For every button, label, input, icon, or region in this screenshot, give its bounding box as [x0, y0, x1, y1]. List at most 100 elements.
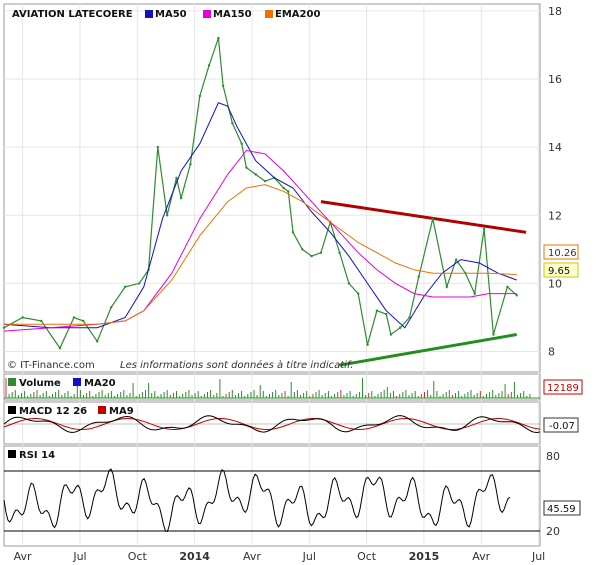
price-point [515, 294, 518, 297]
price-point [398, 326, 402, 329]
disclaimer-text: Les informations sont données à titre in… [120, 359, 353, 371]
x-tick-label: Jul [302, 550, 316, 563]
y-tick-label: 16 [548, 73, 562, 86]
price-point [245, 166, 248, 169]
legend-macd-ma9: MA9 [109, 406, 134, 417]
x-tick-label: Avr [472, 550, 490, 563]
x-tick-label: 2015 [409, 550, 440, 563]
price-point [319, 251, 323, 254]
price-point [189, 162, 192, 166]
legend-swatch-volume [8, 378, 16, 386]
price-point [347, 282, 351, 285]
price-point [231, 122, 234, 125]
x-tick-label: Avr [14, 550, 32, 563]
tick-labels: 18 16 14 12 10 8 Avr Jul Oct 2014 Avr Jul Oct 2015 Avr… [14, 5, 562, 563]
price-panel [3, 3, 541, 373]
price-point [384, 312, 388, 316]
series-line-price [3, 37, 518, 350]
trendlines [320, 200, 527, 367]
price-point [21, 316, 24, 319]
legend-swatch-ma150 [203, 10, 211, 18]
price-point [482, 227, 486, 231]
price-point [431, 217, 434, 220]
price-point [240, 142, 243, 145]
price-point [389, 333, 393, 336]
price-point [417, 275, 421, 278]
macd-value-box [543, 417, 579, 433]
chart-title: AVIATION LATECOERE [12, 9, 133, 20]
legend-ma50: MA50 [155, 9, 187, 20]
rsi-line [3, 468, 511, 532]
last-price-box [543, 262, 579, 278]
price-point [40, 319, 43, 323]
legend: AVIATION LATECOERE MA50 MA150 EMA200 [12, 9, 320, 20]
legend-ma150: MA150 [213, 9, 252, 20]
price-point [454, 258, 458, 261]
price-point [263, 179, 267, 183]
trendline-support [339, 333, 517, 367]
legend-ema200: EMA200 [275, 9, 320, 20]
rsi-tick-80: 80 [546, 450, 560, 463]
price-point [207, 64, 211, 67]
price-point [301, 248, 304, 251]
y-tick-label: 12 [548, 209, 562, 222]
series-line-ma50 [3, 102, 517, 329]
legend-swatch-macd [8, 406, 16, 414]
macd-value: -0.07 [549, 421, 575, 432]
legend-rsi: RSI 14 [19, 450, 55, 461]
macd-line [3, 415, 541, 434]
price-point [282, 186, 285, 190]
volume-value: 12189 [547, 383, 579, 394]
volume-value-box [543, 379, 583, 395]
legend-volume-ma20: MA20 [84, 378, 116, 389]
x-tick-label: Jul [72, 550, 86, 563]
price-point [156, 145, 160, 149]
price-point [110, 306, 113, 309]
price-point [175, 176, 178, 179]
price-point [2, 326, 6, 329]
ema200-value-box [543, 244, 579, 260]
indicator-panels [3, 378, 541, 532]
price-point [473, 292, 476, 295]
price-point [58, 346, 62, 350]
price-point [72, 316, 76, 319]
price-point [310, 254, 313, 258]
x-tick-label: 2014 [179, 550, 210, 563]
rsi-value: 45.59 [547, 504, 576, 515]
y-tick-label: 10 [548, 277, 562, 290]
price-point [198, 94, 201, 98]
price-point [217, 36, 220, 40]
price-point [137, 282, 141, 285]
price-point [366, 343, 369, 346]
legend-volume: Volume [19, 378, 61, 389]
last-price-value: 9.65 [548, 266, 570, 277]
price-point [291, 231, 295, 234]
x-tick-label: Oct [128, 550, 148, 563]
price-point [445, 285, 448, 289]
price-point [254, 173, 257, 176]
legend-swatch-rsi [8, 450, 16, 458]
legend-swatch-ma50 [145, 10, 153, 18]
price-point [221, 84, 225, 87]
volume-panel [3, 373, 541, 401]
legend-macd: MACD 12 26 [19, 406, 87, 417]
series-line-ema200 [4, 184, 517, 325]
credit-text: © IT-Finance.com [7, 360, 95, 371]
price-point [165, 214, 169, 217]
y-tick-label: 14 [548, 141, 562, 154]
price-point [357, 292, 360, 295]
trendline-resistance [320, 200, 527, 234]
price-point [123, 285, 127, 289]
price-point [287, 190, 290, 193]
x-tick-label: Oct [357, 550, 377, 563]
legend-swatch-macd-ma9 [98, 406, 106, 414]
price-point [492, 333, 495, 336]
y-tick-label: 18 [548, 5, 562, 18]
price-point [338, 251, 341, 254]
series [2, 36, 518, 350]
ema200-value: 10.26 [548, 248, 577, 259]
price-point [506, 285, 509, 289]
rsi-value-box [543, 500, 581, 516]
price-point [375, 309, 379, 312]
x-tick-label: Avr [243, 550, 261, 563]
